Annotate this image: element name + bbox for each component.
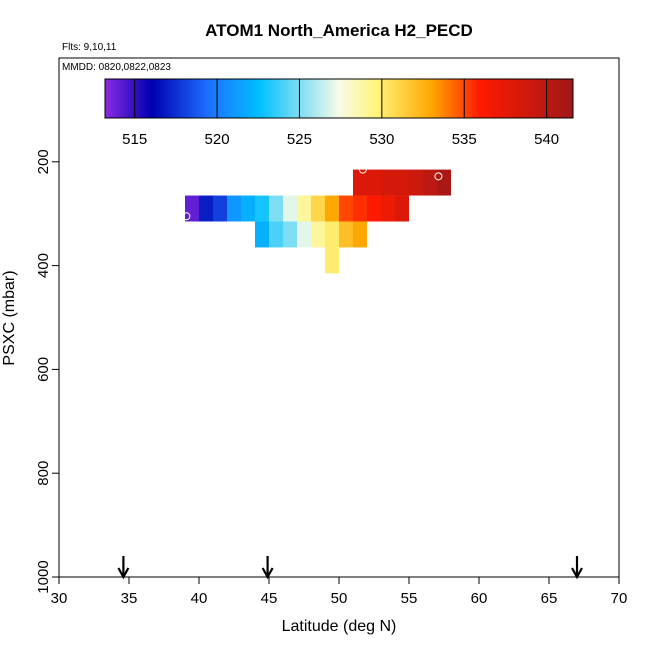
y-tick-label: 200 [35,149,52,174]
heatmap-cell [297,195,311,222]
x-tick-label: 30 [51,590,68,607]
colorbar-tick-label: 535 [452,131,477,148]
heatmap-cell [297,221,311,248]
heatmap-cell [367,169,381,196]
latitude-arrows [117,556,583,580]
heatmap-cells [185,169,451,274]
flights-annotation: Flts: 9,10,11 [62,42,117,53]
heatmap-cell [367,195,381,222]
heatmap-cell [409,169,423,196]
x-axis: 30 35 40 45 50 55 60 65 70 [51,577,628,607]
colorbar-ticks: 515 520 525 530 535 540 [122,79,559,148]
colorbar-tick-label: 520 [205,131,230,148]
x-tick-label: 50 [331,590,348,607]
y-tick-label: 600 [35,357,52,382]
heatmap-cell [423,169,437,196]
heatmap-cell [227,195,241,222]
x-tick-label: 40 [191,590,208,607]
x-tick-label: 45 [261,590,278,607]
heatmap-cell [353,221,367,248]
heatmap-cell [381,195,395,222]
x-tick-label: 60 [471,590,488,607]
colorbar-tick-label: 540 [534,131,559,148]
heatmap-cell [381,169,395,196]
open-circle-markers [182,165,443,221]
heatmap-cell [311,195,325,222]
x-tick-label: 35 [121,590,138,607]
heatmap-cell [339,195,353,222]
open-circle-marker [434,172,443,181]
colorbar-tick-label: 525 [287,131,312,148]
y-tick-label: 1000 [35,560,52,593]
heatmap-cell [325,221,339,248]
heatmap-cell [325,195,339,222]
heatmap-cell [185,195,199,222]
chart-title: ATOM1 North_America H2_PECD [205,21,473,40]
colorbar [104,78,574,119]
heatmap-cell [311,221,325,248]
heatmap-cell [269,221,283,248]
heatmap-cell [283,221,297,248]
x-tick-label: 70 [611,590,628,607]
heatmap-cell [353,195,367,222]
heatmap-cell [255,195,269,222]
heatmap-cell [353,169,367,196]
y-axis: 200 400 600 800 1000 [35,149,59,594]
heatmap-cell [339,221,353,248]
open-circle-marker [358,165,367,174]
heatmap-cell [269,195,283,222]
y-tick-label: 800 [35,461,52,486]
open-circle-marker [182,212,191,221]
colorbar-tick-label: 515 [122,131,147,148]
x-axis-label: Latitude (deg N) [282,618,397,635]
heatmap-cell [255,221,269,248]
x-tick-label: 65 [541,590,558,607]
y-axis-label: PSXC (mbar) [1,270,18,365]
heatmap-cell [395,169,409,196]
y-tick-label: 400 [35,253,52,278]
x-tick-label: 55 [401,590,418,607]
heatmap-cell [395,195,409,222]
heatmap-cell [213,195,227,222]
dates-annotation: MMDD: 0820,0822,0823 [62,62,171,73]
heatmap-cell [199,195,213,222]
heatmap-cell [325,247,339,274]
heatmap-cell [283,195,297,222]
heatmap-cell [437,169,451,196]
heatmap-cell [241,195,255,222]
colorbar-tick-label: 530 [369,131,394,148]
